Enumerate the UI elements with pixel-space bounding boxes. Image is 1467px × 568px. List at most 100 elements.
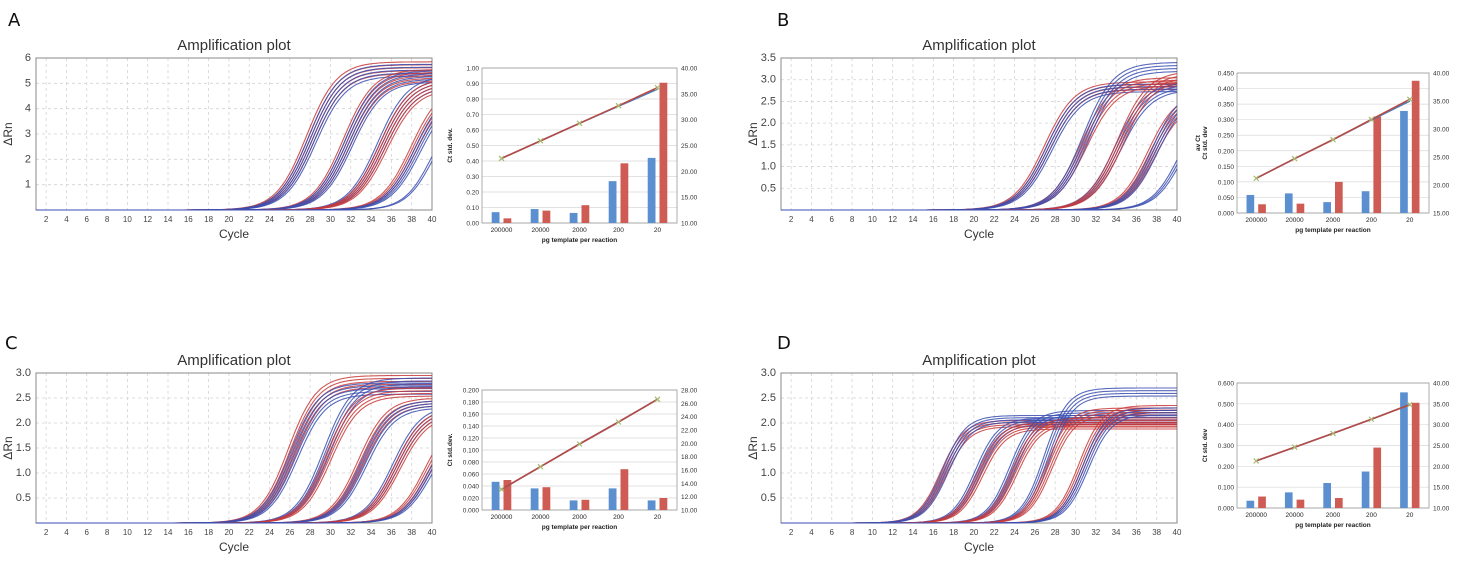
x-tick-label: 6	[85, 528, 90, 537]
y-tick-label: 0.20	[466, 190, 479, 197]
bar-red	[620, 469, 629, 510]
y2-tick-label: 25.00	[1433, 155, 1450, 162]
amplification-curve	[36, 87, 433, 211]
bar-blue	[1323, 202, 1331, 213]
x-tick-label: 34	[1112, 528, 1121, 537]
x-tick-label: 12	[143, 215, 152, 224]
amplification-curve	[781, 168, 1178, 211]
bar-blue	[1284, 492, 1293, 508]
amplification-curve	[36, 81, 433, 211]
bar-blue	[530, 488, 539, 510]
x-tick-label: 20	[654, 514, 662, 521]
x-tick-label: 16	[184, 528, 193, 537]
x-tick-label: 10	[123, 215, 132, 224]
x-tick-label: 2000	[1326, 217, 1341, 224]
amplification-curve	[36, 469, 433, 524]
amplification-curve	[36, 81, 433, 211]
y2-tick-label: 20.00	[1433, 464, 1450, 471]
y-tick-label: 0.100	[1218, 485, 1235, 492]
amplification-curve	[36, 468, 433, 524]
line-marker	[615, 419, 622, 425]
x-tick-label: 14	[164, 528, 173, 537]
y-tick-label: 0.5	[16, 492, 31, 504]
amplification-curves	[36, 61, 433, 211]
x-tick-label: 14	[164, 215, 173, 224]
x-axis-label: Cycle	[219, 227, 249, 241]
bar-red	[659, 82, 668, 223]
ct-bar-chart-b: 0.000 0.050 0.100 0.150 0.200 0.250 0.300 0.350…	[1195, 71, 1450, 235]
x-tick-label: 18	[949, 215, 958, 224]
amplification-curve	[781, 109, 1178, 211]
amplification-curves	[36, 374, 433, 524]
bar-red	[1296, 499, 1305, 508]
x-tick-label: 30	[326, 215, 335, 224]
ct-bar-chart-a: 0.00 0.10 0.20 0.30 0.40 0.50 0.60 0.70 0.80 0.90…	[447, 66, 698, 245]
x-axis-label: Cycle	[964, 540, 994, 554]
x-tick-label: 38	[407, 215, 416, 224]
x-tick-label: 20	[969, 215, 978, 224]
x-tick-label: 34	[1112, 215, 1121, 224]
x-tick-label: 8	[850, 528, 855, 537]
x-tick-label: 200000	[491, 227, 513, 234]
y2-tick-label: 20.00	[681, 169, 698, 176]
amplification-curve	[781, 113, 1178, 211]
y-tick-label: 0.10	[466, 205, 479, 212]
x-tick-label: 20000	[531, 227, 549, 234]
y2-tick-label: 30.00	[681, 117, 698, 124]
x-tick-label: 16	[929, 215, 938, 224]
x-tick-label: 200000	[1245, 512, 1267, 519]
x-tick-label: 2	[789, 528, 794, 537]
x-tick-label: 30	[1071, 528, 1080, 537]
y-tick-label: 0.000	[463, 508, 480, 515]
x-tick-label: 20	[654, 227, 662, 234]
y-tick-label: 0.020	[463, 496, 480, 503]
amplification-curve	[36, 88, 433, 211]
x-tick-label: 28	[306, 528, 315, 537]
y2-tick-label: 35.00	[681, 91, 698, 98]
line-marker	[1406, 96, 1413, 103]
y-axis-label: ΔRn	[1, 122, 15, 145]
y-tick-label: 1.5	[16, 442, 31, 454]
x-tick-label: 32	[346, 215, 355, 224]
bar-blue	[608, 181, 617, 223]
y-tick-label: 0.350	[1218, 102, 1235, 109]
y-tick-label: 0.30	[466, 174, 479, 181]
y-tick-label: 0.400	[1218, 422, 1235, 429]
x-tick-label: 40	[428, 528, 437, 537]
bar-red	[1373, 116, 1382, 213]
y-tick-label: 3	[25, 128, 31, 140]
y-tick-label: 0.000	[1218, 211, 1235, 218]
y-tick-label: 0.100	[1218, 179, 1235, 186]
x-tick-label: 20000	[531, 514, 549, 521]
amplification-curve	[781, 116, 1178, 211]
amplification-curve	[36, 94, 433, 211]
x-tick-label: 24	[265, 528, 274, 537]
bar-red	[1258, 204, 1266, 213]
y-tick-label: 2.5	[761, 392, 776, 404]
x-tick-label: 24	[265, 215, 274, 224]
y-tick-label: 1.00	[466, 66, 479, 73]
line-marker	[537, 137, 544, 144]
x-axis-label: pg template per reaction	[542, 237, 618, 244]
y2-tick-label: 12.00	[681, 494, 698, 501]
y-tick-label: 0.060	[463, 472, 480, 479]
y-tick-label: 0.50	[466, 143, 479, 150]
amplification-curve	[36, 73, 433, 211]
x-tick-label: 36	[387, 528, 396, 537]
bar-red	[659, 498, 668, 510]
chart-title: Amplification plot	[177, 352, 291, 369]
bar-red	[1373, 447, 1382, 508]
x-tick-label: 12	[888, 528, 897, 537]
y2-tick-label: 25.00	[681, 143, 698, 150]
amplification-curve	[781, 424, 1177, 524]
y2-tick-label: 18.00	[681, 454, 698, 461]
x-tick-label: 6	[830, 528, 835, 537]
x-tick-label: 2000	[572, 514, 587, 521]
y-tick-label: 2.5	[16, 392, 31, 404]
y2-tick-label: 35.00	[1433, 99, 1450, 106]
y2-tick-label: 24.00	[681, 414, 698, 421]
plot-frame	[1236, 72, 1430, 214]
x-tick-label: 6	[85, 215, 90, 224]
